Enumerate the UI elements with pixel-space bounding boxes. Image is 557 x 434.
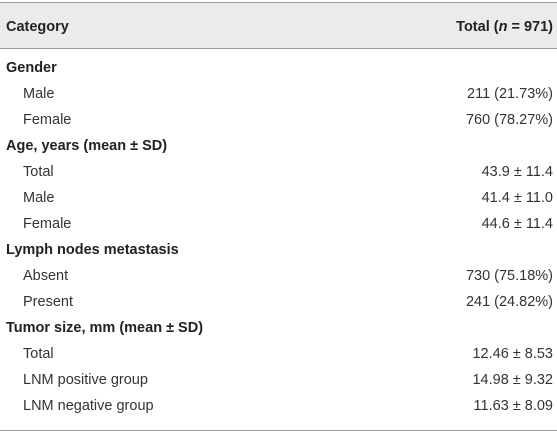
table-row: Present 241 (24.82%) xyxy=(0,289,557,315)
row-label: Total xyxy=(23,164,54,180)
table-row: LNM positive group 14.98 ± 9.32 xyxy=(0,367,557,393)
column-header-total-n: n xyxy=(498,19,508,35)
row-value: 44.6 ± 11.4 xyxy=(481,216,553,232)
table-header-rule xyxy=(0,48,557,49)
column-header-total-suffix: = 971) xyxy=(507,19,553,35)
row-value: 14.98 ± 9.32 xyxy=(472,372,553,388)
section-row-age: Age, years (mean ± SD) xyxy=(0,133,557,159)
row-value: 12.46 ± 8.53 xyxy=(472,346,553,362)
section-row-lymph-nodes: Lymph nodes metastasis xyxy=(0,237,557,263)
table-bottom-rule xyxy=(0,430,557,431)
row-label: LNM negative group xyxy=(23,398,154,414)
row-label: Present xyxy=(23,294,73,310)
table-top-rule xyxy=(0,2,557,3)
row-label: Absent xyxy=(23,268,69,284)
column-header-total: Total (n = 971) xyxy=(456,18,553,36)
table-row: Absent 730 (75.18%) xyxy=(0,263,557,289)
row-label: Female xyxy=(23,216,72,232)
row-value: 730 (75.18%) xyxy=(465,268,553,284)
row-label: Male xyxy=(23,190,55,206)
row-value: 41.4 ± 11.0 xyxy=(481,190,553,206)
table-row: Female 760 (78.27%) xyxy=(0,107,557,133)
row-value: 241 (24.82%) xyxy=(465,294,553,310)
table-row: Total 12.46 ± 8.53 xyxy=(0,341,557,367)
row-value: 760 (78.27%) xyxy=(465,112,553,128)
table-row: Female 44.6 ± 11.4 xyxy=(0,211,557,237)
column-header-category: Category xyxy=(6,19,69,35)
row-label: Female xyxy=(23,112,72,128)
row-value: 43.9 ± 11.4 xyxy=(481,164,553,180)
row-value: 211 (21.73%) xyxy=(467,86,553,102)
table-header: Category Total (n = 971) xyxy=(0,3,557,48)
row-label: Lymph nodes metastasis xyxy=(6,242,179,258)
row-label: Male xyxy=(23,86,55,102)
row-label: Age, years (mean ± SD) xyxy=(6,138,168,154)
table-row: Male 211 (21.73%) xyxy=(0,81,557,107)
column-header-total-prefix: Total ( xyxy=(456,19,499,35)
row-value: 11.63 ± 8.09 xyxy=(473,398,553,414)
row-label: LNM positive group xyxy=(23,372,148,388)
section-row-gender: Gender xyxy=(0,55,557,81)
row-label: Tumor size, mm (mean ± SD) xyxy=(6,320,204,336)
table-row: LNM negative group 11.63 ± 8.09 xyxy=(0,393,557,419)
table-row: Total 43.9 ± 11.4 xyxy=(0,159,557,185)
section-row-tumor-size: Tumor size, mm (mean ± SD) xyxy=(0,315,557,341)
row-label: Gender xyxy=(6,60,57,76)
row-label: Total xyxy=(23,346,54,362)
table-row: Male 41.4 ± 11.0 xyxy=(0,185,557,211)
